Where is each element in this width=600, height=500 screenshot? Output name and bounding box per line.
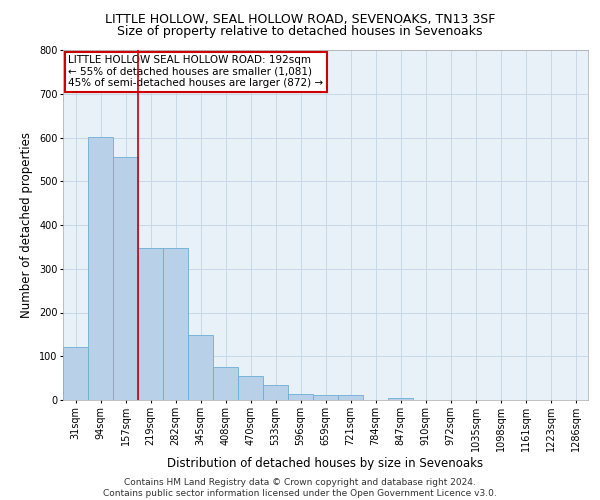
Text: LITTLE HOLLOW SEAL HOLLOW ROAD: 192sqm
← 55% of detached houses are smaller (1,0: LITTLE HOLLOW SEAL HOLLOW ROAD: 192sqm ←… <box>68 56 323 88</box>
Bar <box>113 157 138 400</box>
Text: LITTLE HOLLOW, SEAL HOLLOW ROAD, SEVENOAKS, TN13 3SF: LITTLE HOLLOW, SEAL HOLLOW ROAD, SEVENOA… <box>105 12 495 26</box>
Bar <box>288 394 313 400</box>
Bar <box>313 395 338 400</box>
Bar <box>338 395 363 400</box>
Bar <box>88 137 113 400</box>
Bar <box>213 367 238 400</box>
Bar <box>63 346 88 400</box>
Bar <box>188 335 213 400</box>
Text: Contains HM Land Registry data © Crown copyright and database right 2024.
Contai: Contains HM Land Registry data © Crown c… <box>103 478 497 498</box>
Y-axis label: Number of detached properties: Number of detached properties <box>20 132 34 318</box>
Bar <box>138 248 163 400</box>
Bar <box>163 248 188 400</box>
X-axis label: Distribution of detached houses by size in Sevenoaks: Distribution of detached houses by size … <box>167 456 484 469</box>
Text: Size of property relative to detached houses in Sevenoaks: Size of property relative to detached ho… <box>117 25 483 38</box>
Bar <box>263 384 288 400</box>
Bar <box>238 376 263 400</box>
Bar <box>388 398 413 400</box>
